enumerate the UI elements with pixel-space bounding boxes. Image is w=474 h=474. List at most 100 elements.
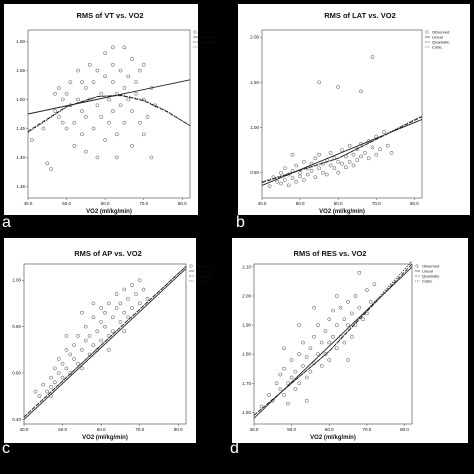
y-tick-label: 1.35 (16, 184, 25, 189)
data-point (83, 324, 88, 329)
data-point (328, 151, 333, 155)
data-point (53, 91, 57, 96)
legend-label-cubic: Cubic (432, 44, 442, 49)
data-point (290, 176, 295, 180)
data-point (41, 126, 46, 131)
data-point (91, 80, 96, 84)
data-point (145, 296, 150, 301)
chart-title: RMS of AP vs. VO2 (74, 249, 142, 258)
data-point (259, 404, 264, 409)
x-axis-label: VO2 (ml/kg/min) (310, 435, 356, 441)
data-point (99, 91, 104, 96)
data-point (80, 347, 84, 352)
data-point (138, 120, 142, 125)
data-point (309, 169, 314, 173)
x-tick-label: 70.0 (135, 427, 144, 432)
data-point (72, 357, 76, 361)
data-point (331, 334, 335, 339)
data-point (64, 334, 69, 338)
data-point (357, 270, 362, 275)
y-tick-label: 0.80 (12, 324, 21, 329)
data-point (361, 317, 365, 322)
data-point (118, 103, 123, 108)
data-point (80, 109, 84, 113)
data-point (279, 181, 283, 186)
legend-label-quadratic: Quadratic (196, 273, 213, 278)
data-point (68, 352, 73, 357)
data-point (141, 97, 146, 102)
data-point (60, 361, 65, 366)
data-point (130, 283, 134, 287)
data-point (346, 299, 350, 304)
y-tick-label: 1.70 (242, 381, 251, 386)
data-point (134, 91, 138, 96)
data-point (327, 317, 332, 322)
data-point (290, 152, 295, 157)
x-tick-label: 40.0 (24, 201, 33, 206)
y-tick-label: 1.90 (242, 323, 251, 328)
data-point (91, 301, 96, 306)
data-point (99, 306, 103, 310)
data-point (107, 347, 111, 352)
x-tick-label: 50.0 (58, 427, 67, 432)
data-point (378, 147, 382, 152)
data-point (343, 165, 348, 170)
data-point (80, 80, 84, 84)
data-point (316, 352, 320, 357)
x-tick-label: 50.0 (296, 201, 305, 206)
data-point (321, 170, 325, 175)
quadratic-fit-line (27, 95, 191, 132)
data-point (76, 334, 80, 338)
data-point (80, 132, 84, 137)
x-tick-label: 50.0 (287, 427, 296, 432)
data-point (324, 172, 329, 177)
y-tick-label: 1.55 (16, 68, 25, 73)
x-tick-label: 80.0 (400, 427, 409, 432)
data-point (45, 389, 49, 394)
x-tick-label: 60.0 (325, 427, 334, 432)
legend-label-linear: Linear (432, 34, 444, 39)
data-point (334, 346, 339, 351)
data-point (282, 346, 286, 351)
data-point (351, 152, 356, 157)
legend-label-linear: Linear (422, 268, 434, 273)
y-tick-label: 1.80 (242, 352, 251, 357)
data-point (353, 294, 358, 298)
data-point (283, 178, 287, 182)
data-point (312, 305, 317, 310)
panel-a-background (4, 4, 198, 215)
data-point (346, 323, 350, 327)
x-tick-label: 60.0 (334, 201, 343, 206)
data-point (359, 89, 363, 94)
data-point (347, 160, 352, 164)
x-axis-label: VO2 (ml/kg/min) (86, 209, 132, 215)
panel-letter-a: a (2, 214, 11, 231)
data-point (107, 301, 111, 306)
data-point (99, 320, 103, 324)
data-point (370, 55, 375, 59)
data-point (372, 282, 377, 287)
data-point (298, 174, 302, 179)
panel-letter-b: b (236, 214, 245, 231)
legend-label-cubic: Cubic (196, 278, 206, 283)
y-tick-label: 0.50 (250, 170, 259, 175)
data-point (323, 329, 328, 333)
legend-label-observed: Observed (200, 29, 217, 34)
data-point (342, 340, 347, 345)
data-point (122, 86, 127, 90)
data-point (374, 152, 379, 157)
panel-letter-c: c (2, 440, 10, 457)
data-point (302, 160, 306, 164)
data-point (122, 329, 127, 334)
data-point (72, 120, 77, 125)
data-point (76, 68, 80, 73)
x-tick-label: 40.0 (20, 427, 29, 432)
plot-frame (253, 263, 413, 425)
data-point (45, 161, 50, 166)
y-tick-label: 1.60 (242, 410, 251, 415)
cubic-fit-line (261, 115, 423, 183)
data-point (56, 371, 61, 375)
